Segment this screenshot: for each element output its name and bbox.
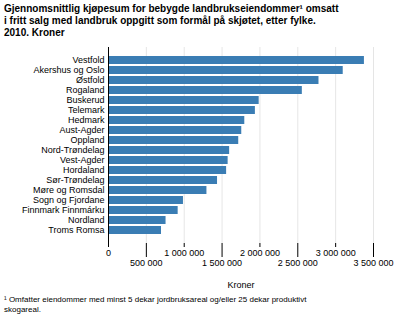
svg-text:1 500 000: 1 500 000: [202, 258, 242, 268]
svg-text:Møre og Romsdal: Møre og Romsdal: [33, 185, 105, 195]
svg-text:Finnmark Finnmárku: Finnmark Finnmárku: [22, 205, 105, 215]
svg-text:1 000 000: 1 000 000: [164, 248, 204, 258]
svg-text:Troms Romsa: Troms Romsa: [48, 225, 104, 235]
svg-text:2 500 000: 2 500 000: [278, 258, 318, 268]
svg-text:Oppland: Oppland: [70, 135, 104, 145]
svg-text:Akershus og Oslo: Akershus og Oslo: [33, 65, 104, 75]
html-text:Gjennomsnittlig kjøpesum for b: Gjennomsnittlig kjøpesum for bebygde lan…: [4, 3, 339, 38]
svg-text:Rogaland: Rogaland: [66, 85, 105, 95]
svg-text:Hordaland: Hordaland: [63, 165, 105, 175]
svg-text:Sør-Trøndelag: Sør-Trøndelag: [46, 175, 104, 185]
svg-text:Sogn og Fjordane: Sogn og Fjordane: [33, 195, 105, 205]
svg-text:3 500 000: 3 500 000: [353, 258, 393, 268]
svg-text:Nord-Trøndelag: Nord-Trøndelag: [41, 145, 104, 155]
svg-text:Aust-Agder: Aust-Agder: [59, 125, 104, 135]
svg-text:Nordland: Nordland: [68, 215, 105, 225]
svg-text:500 000: 500 000: [130, 258, 163, 268]
svg-text:2 000 000: 2 000 000: [240, 248, 280, 258]
svg-text:Østfold: Østfold: [76, 75, 105, 85]
svg-text:Vest-Agder: Vest-Agder: [60, 155, 105, 165]
html-text:¹ Omfatter eiendommer med mins: ¹ Omfatter eiendommer med minst 5 dekar …: [4, 295, 307, 314]
svg-text:Kroner: Kroner: [227, 280, 254, 290]
svg-text:Telemark: Telemark: [68, 105, 105, 115]
svg-text:0: 0: [106, 248, 111, 258]
svg-text:Vestfold: Vestfold: [72, 55, 104, 65]
svg-text:3 000 000: 3 000 000: [316, 248, 356, 258]
svg-text:Buskerud: Buskerud: [66, 95, 104, 105]
svg-text:Hedmark: Hedmark: [68, 115, 105, 125]
